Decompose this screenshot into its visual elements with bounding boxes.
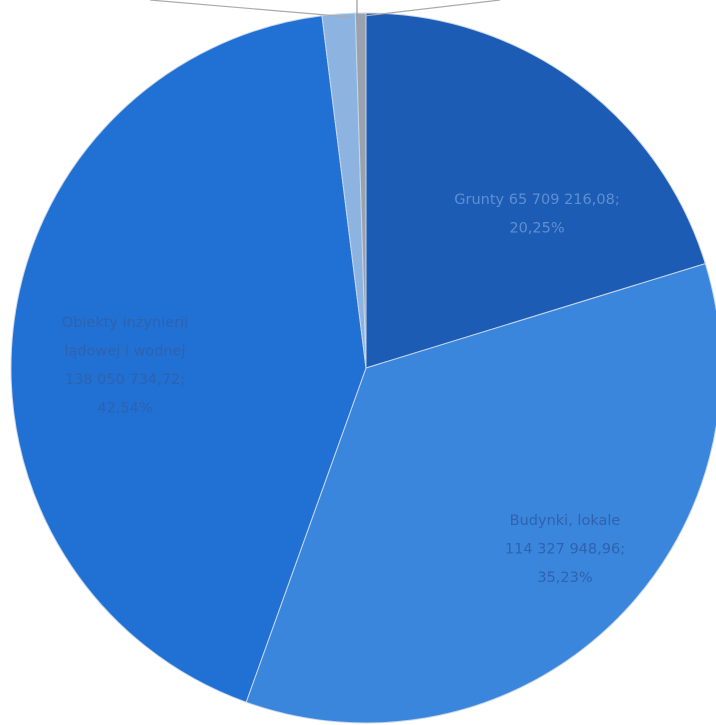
data-label: 114 327 948,96; — [505, 542, 625, 558]
slices — [10, 12, 716, 724]
labels: Grunty 65 709 216,08; 20,25% Budynki, loka… — [62, 192, 625, 586]
leader-line — [363, 0, 501, 17]
data-label: Budynki, lokale — [510, 513, 621, 529]
pie-slice — [10, 15, 367, 703]
data-label: Grunty 65 709 216,08; — [454, 192, 619, 208]
data-label: 35,23% — [537, 570, 592, 586]
data-label: 20,25% — [509, 221, 564, 237]
data-label: Obiekty inżynierii — [62, 315, 188, 331]
pie-slice — [245, 262, 716, 724]
data-label: 138 050 734,72; — [65, 372, 185, 388]
pie-slice — [365, 12, 706, 369]
leader-line — [149, 0, 351, 18]
data-label: lądowej i wodnej — [64, 344, 185, 360]
data-label: 42,54% — [97, 401, 152, 417]
pie-slice — [354, 12, 367, 369]
